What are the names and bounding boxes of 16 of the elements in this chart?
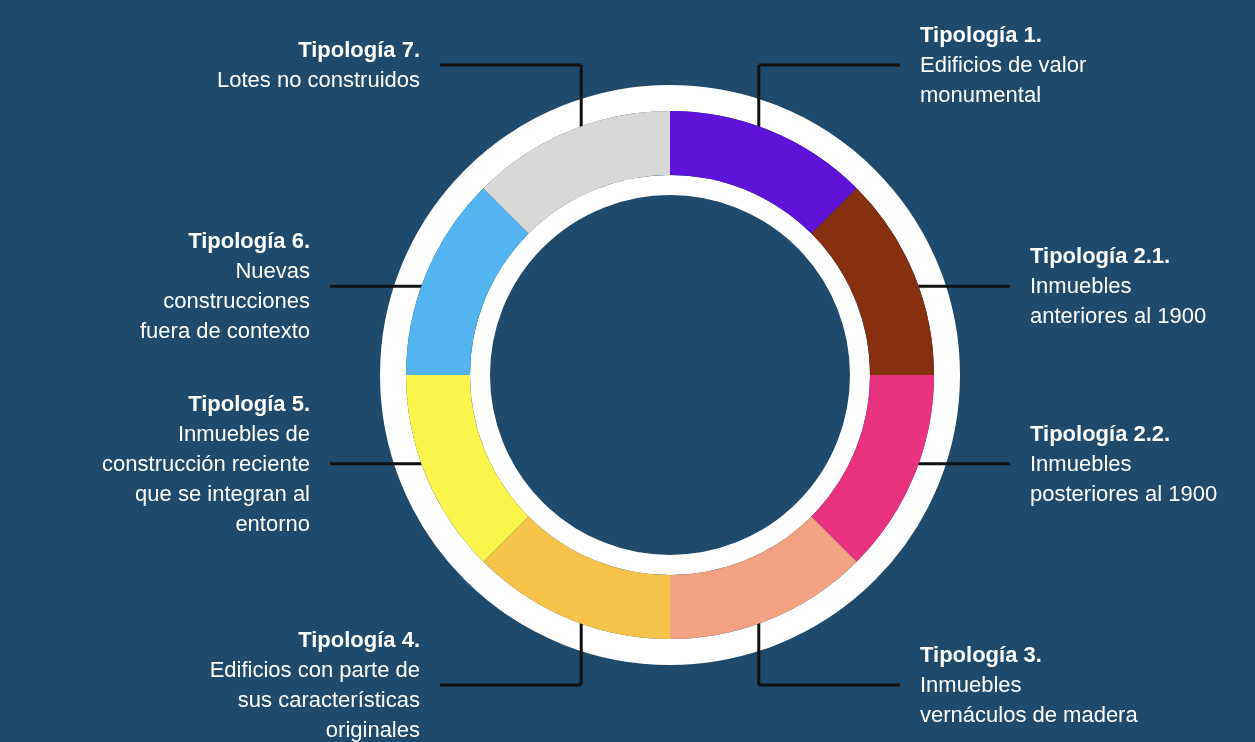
category-label: Tipología 2.2. Inmuebles posteriores al 1900	[1030, 420, 1218, 506]
donut-slice	[670, 111, 857, 234]
category-label: Tipología 6. Nuevas construcciones fuera de contexto	[139, 228, 310, 344]
category-label: Tipología 7. Lotes no construidos	[216, 37, 420, 92]
donut-slice	[406, 188, 529, 375]
category-label: Tipología 1. Edificios de valor monumental	[920, 22, 1087, 107]
donut-slice	[670, 516, 857, 639]
donut-slice	[483, 111, 670, 234]
category-label: Tipología 5. Inmuebles de construcción reciente que se integran al entorno	[102, 390, 310, 536]
donut-slice	[811, 188, 934, 375]
donut-slice	[483, 516, 670, 639]
category-label: Tipología 3. Inmuebles vernáculos de madera	[920, 642, 1138, 727]
category-label: Tipología 4. Edificios con parte de sus características originales	[209, 627, 420, 742]
category-label: Tipología 2.1. Inmuebles anteriores al 1900	[1030, 243, 1207, 329]
donut-slice	[406, 375, 529, 562]
donut-slice	[811, 375, 934, 562]
